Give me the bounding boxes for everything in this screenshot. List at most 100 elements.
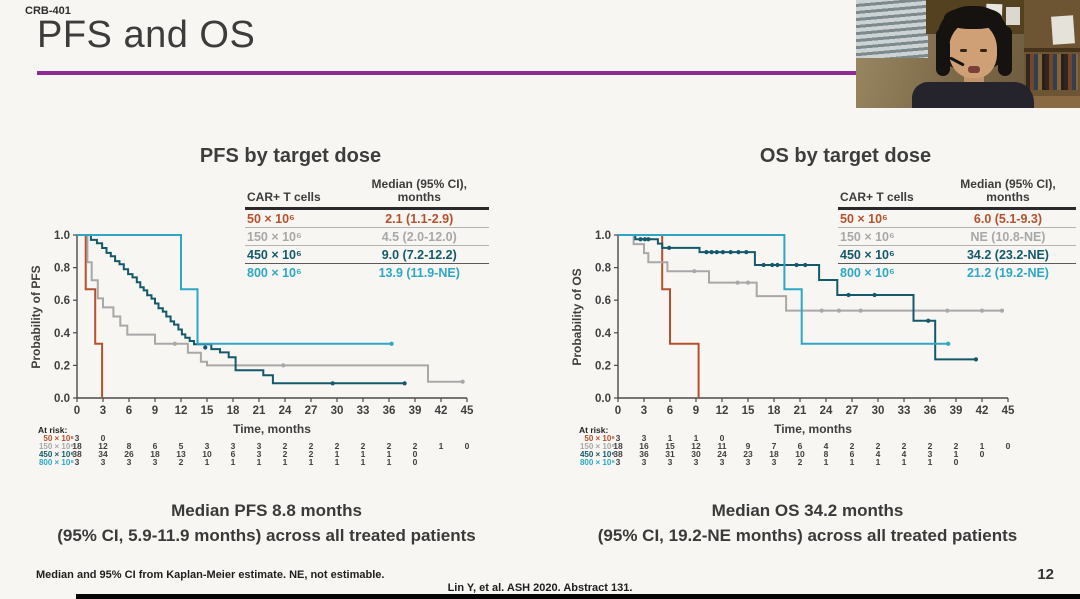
- y-tick-label: 0.4: [595, 328, 612, 340]
- at-risk-count: 38: [613, 449, 623, 459]
- at-risk-dose-label: 150 × 10⁶: [39, 442, 74, 451]
- at-risk-count: 34: [98, 449, 108, 459]
- x-tick-label: 39: [950, 405, 963, 417]
- legend-dose: 150 × 10⁶: [247, 229, 302, 244]
- at-risk-count: 3: [75, 457, 80, 467]
- at-risk-count: 16: [639, 441, 649, 451]
- webcam-video[interactable]: [856, 0, 1080, 108]
- censor-mark: [945, 308, 950, 313]
- at-risk-count: 1: [876, 457, 881, 467]
- at-risk-count: 3: [616, 433, 621, 443]
- at-risk-count: 1: [824, 457, 829, 467]
- legend-median: 4.5 (2.0-12.0): [381, 229, 457, 244]
- at-risk-count: 3: [642, 433, 647, 443]
- x-tick-label: 33: [357, 405, 370, 417]
- censor-mark: [172, 341, 178, 346]
- x-tick-label: 18: [227, 405, 240, 417]
- at-risk-count: 1: [205, 457, 210, 467]
- x-tick-label: 33: [898, 405, 911, 417]
- y-tick-label: 0.8: [595, 263, 612, 275]
- at-risk-count: 0: [980, 449, 985, 459]
- censor-mark: [979, 308, 985, 313]
- at-risk-count: 3: [772, 457, 777, 467]
- y-tick-label: 0.0: [54, 393, 70, 405]
- censor-mark: [330, 381, 335, 386]
- x-tick-label: 15: [742, 405, 755, 417]
- headset-icon: [945, 42, 950, 60]
- y-tick-label: 0.6: [54, 295, 70, 307]
- x-tick-label: 42: [435, 405, 448, 417]
- at-risk-count: 2: [361, 441, 366, 451]
- censor-mark: [203, 345, 208, 350]
- legend-median: 9.0 (7.2-12.2): [381, 247, 457, 262]
- x-tick-label: 45: [1002, 405, 1015, 417]
- legend-col-dose: CAR+ T cells: [840, 190, 914, 204]
- at-risk-label: At risk:: [38, 425, 67, 435]
- at-risk-count: 2: [798, 457, 803, 467]
- censor-mark: [735, 280, 740, 285]
- x-tick-label: 27: [305, 405, 318, 417]
- at-risk-count: 2: [413, 441, 418, 451]
- speaker-hair: [998, 26, 1012, 76]
- at-risk-count: 18: [613, 441, 623, 451]
- at-risk-count: 2: [179, 457, 184, 467]
- at-risk-count: 0: [720, 433, 725, 443]
- censor-mark: [946, 341, 951, 346]
- legend-dose: 450 × 10⁶: [840, 247, 895, 262]
- y-tick-label: 1.0: [54, 230, 70, 242]
- at-risk-count: 4: [824, 441, 829, 451]
- at-risk-count: 31: [665, 449, 675, 459]
- pfs-summary-line1: Median PFS 8.8 months: [171, 501, 362, 520]
- at-risk-label: At risk:: [579, 425, 608, 435]
- at-risk-count: 38: [72, 449, 82, 459]
- pfs-chart-panel: PFS by target dose CAR+ T cells Median (…: [30, 140, 535, 570]
- censor-mark: [803, 262, 808, 268]
- at-risk-dose-label: 50 × 10⁶: [43, 434, 74, 443]
- os-legend-table: CAR+ T cells Median (95% CI), months 50 …: [838, 178, 1076, 281]
- x-tick-label: 9: [152, 405, 158, 417]
- at-risk-count: 2: [954, 441, 959, 451]
- legend-header: CAR+ T cells Median (95% CI), months: [838, 178, 1076, 210]
- legend-median: 6.0 (5.1-9.3): [973, 211, 1043, 226]
- at-risk-count: 1: [850, 457, 855, 467]
- at-risk-count: 1: [361, 457, 366, 467]
- x-tick-label: 30: [872, 405, 885, 417]
- speaker-hair-bangs: [944, 7, 1002, 29]
- legend-row-0: 50 × 10⁶ 2.1 (1.1-2.9): [245, 210, 489, 228]
- at-risk-count: 2: [902, 441, 907, 451]
- at-risk-count: 1: [309, 457, 314, 467]
- player-bottom-bar: [76, 594, 1080, 599]
- at-risk-count: 1: [361, 449, 366, 459]
- at-risk-count: 1: [335, 457, 340, 467]
- at-risk-count: 3: [668, 457, 673, 467]
- at-risk-count: 3: [75, 433, 80, 443]
- at-risk-count: 1: [694, 433, 699, 443]
- citation: Lin Y, et al. ASH 2020. Abstract 131.: [447, 582, 633, 594]
- km-curve-1: [77, 234, 465, 383]
- legend-row-3: 800 × 10⁶ 13.9 (11.9-NE): [245, 264, 489, 281]
- at-risk-count: 3: [205, 441, 210, 451]
- legend-row-2: 450 × 10⁶ 34.2 (23.2-NE): [838, 246, 1076, 264]
- at-risk-count: 11: [718, 441, 727, 451]
- y-axis-label: Probability of PFS: [30, 265, 43, 368]
- censor-mark: [736, 250, 741, 255]
- km-curve-2: [618, 234, 978, 361]
- at-risk-count: 2: [876, 441, 881, 451]
- x-tick-label: 39: [409, 405, 422, 417]
- legend-col-dose: CAR+ T cells: [247, 190, 321, 204]
- at-risk-count: 6: [798, 441, 803, 451]
- os-chart-panel: OS by target dose CAR+ T cells Median (9…: [571, 140, 1076, 570]
- censor-mark: [819, 308, 824, 313]
- at-risk-count: 6: [850, 449, 855, 459]
- at-risk-count: 23: [743, 449, 753, 459]
- censor-mark: [761, 262, 766, 268]
- pfs-km-plot: 0 3 6 9 12 15 18 21 24 27 30 33 36 39 42 450.00.20.40.6…: [30, 230, 474, 467]
- os-summary: Median OS 34.2 months (95% CI, 19.2-NE m…: [555, 498, 1060, 548]
- at-risk-count: 3: [720, 457, 725, 467]
- x-tick-label: 30: [331, 405, 344, 417]
- legend-row-1: 150 × 10⁶ NE (10.8-NE): [838, 228, 1076, 246]
- censor-mark: [402, 381, 407, 386]
- at-risk-count: 0: [1006, 441, 1011, 451]
- at-risk-count: 7: [772, 441, 777, 451]
